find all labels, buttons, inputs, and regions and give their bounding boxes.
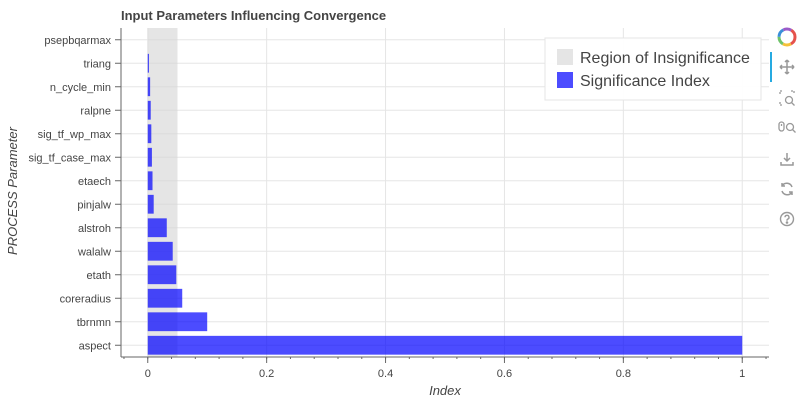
y-tick-label: pinjalw xyxy=(77,199,111,211)
pan-tool-icon[interactable] xyxy=(776,56,798,78)
y-axis-title: PROCESS Parameter xyxy=(5,126,20,255)
bar-sig_tf_wp_max xyxy=(147,124,152,144)
x-tick-label: 0.4 xyxy=(378,368,393,380)
y-tick-label: n_cycle_min xyxy=(50,82,111,94)
x-tick-label: 1 xyxy=(739,368,745,380)
bar-aspect xyxy=(147,335,743,355)
x-tick-label: 0.8 xyxy=(616,368,631,380)
bar-coreradius xyxy=(147,288,183,308)
chart-title: Input Parameters Influencing Convergence xyxy=(121,8,386,23)
wheel-zoom-tool-icon[interactable] xyxy=(776,117,798,139)
bar-alstroh xyxy=(147,218,167,238)
y-tick-label: psepbqarmax xyxy=(44,35,111,47)
bar-triang xyxy=(147,53,149,73)
legend-item-region-swatch xyxy=(557,49,573,65)
bar-walalw xyxy=(147,241,173,261)
y-tick-label: aspect xyxy=(79,340,111,352)
legend-item-significance-label: Significance Index xyxy=(580,73,710,90)
bar-etath xyxy=(147,265,177,285)
reset-tool-icon[interactable] xyxy=(776,178,798,200)
save-tool-icon[interactable] xyxy=(776,148,798,170)
bar-pinjalw xyxy=(147,194,154,214)
box-zoom-tool-icon[interactable] xyxy=(776,87,798,109)
y-tick-label: ralpne xyxy=(80,105,111,117)
active-tool-indicator xyxy=(770,52,772,82)
legend-item-region-label: Region of Insignificance xyxy=(580,50,750,67)
bar-etaech xyxy=(147,171,153,191)
y-tick-label: coreradius xyxy=(60,293,112,305)
y-tick-label: tbrnmn xyxy=(77,317,111,329)
y-tick-label: alstroh xyxy=(78,223,111,235)
x-tick-label: 0.2 xyxy=(259,368,274,380)
y-tick-label: walalw xyxy=(77,246,111,258)
bar-ralpne xyxy=(147,100,151,120)
x-tick-label: 0 xyxy=(145,368,151,380)
bar-n_cycle_min xyxy=(147,77,151,97)
bar-sig_tf_case_max xyxy=(147,147,152,167)
help-tool-icon[interactable] xyxy=(776,208,798,230)
y-tick-label: etaech xyxy=(78,176,111,188)
y-tick-label: etath xyxy=(87,270,111,282)
x-axis-title: Index xyxy=(429,383,461,398)
y-tick-label: sig_tf_case_max xyxy=(28,152,111,164)
legend: Region of Insignificance Significance Ind… xyxy=(544,37,762,101)
bar-tbrnmn xyxy=(147,312,208,332)
legend-item-significance-swatch xyxy=(557,72,573,88)
bokeh-logo-icon xyxy=(776,26,798,48)
x-tick-label: 0.6 xyxy=(497,368,512,380)
legend-box xyxy=(544,37,762,101)
y-tick-label: sig_tf_wp_max xyxy=(38,129,112,141)
y-tick-label: triang xyxy=(83,58,111,70)
